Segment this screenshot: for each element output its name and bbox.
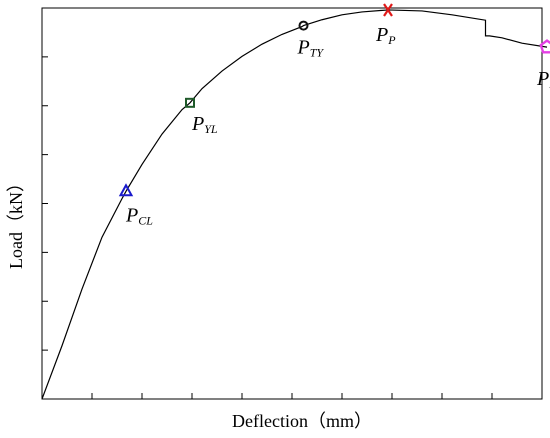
axis-ticks [42, 56, 493, 399]
axes [41, 7, 543, 400]
label-pd: PD [536, 68, 550, 91]
x-axis-label: Deflection（mm） [232, 411, 372, 431]
marker-pty [298, 20, 309, 31]
label-subscript: YL [204, 122, 218, 136]
label-subscript: TY [310, 46, 325, 60]
y-axis-label: Load（kN） [6, 174, 26, 269]
load-deflection-curve [41, 9, 548, 400]
label-pyl: PYL [191, 113, 218, 136]
label-main: P [297, 37, 310, 59]
marker-pyl [185, 97, 195, 108]
marker-pcl [118, 183, 134, 197]
label-main: P [375, 24, 388, 46]
label-main: P [191, 113, 204, 135]
marker-pp [383, 3, 393, 17]
label-pty: PTY [297, 37, 325, 60]
label-subscript: P [387, 33, 396, 47]
label-main: P [536, 68, 549, 90]
label-subscript: D [548, 77, 550, 91]
label-subscript: CL [138, 213, 153, 227]
key-point-markers [118, 3, 550, 197]
label-pp: PP [375, 24, 396, 47]
plot-frame [41, 7, 543, 400]
label-main: P [125, 204, 138, 226]
marker-pd [539, 39, 550, 54]
label-pcl: PCL [125, 204, 153, 227]
